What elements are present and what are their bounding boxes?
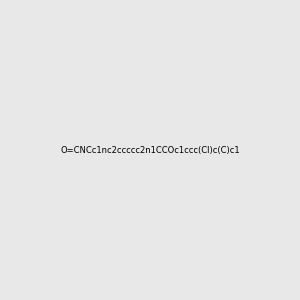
Text: O=CNCc1nc2ccccc2n1CCOc1ccc(Cl)c(C)c1: O=CNCc1nc2ccccc2n1CCOc1ccc(Cl)c(C)c1 bbox=[60, 146, 240, 154]
